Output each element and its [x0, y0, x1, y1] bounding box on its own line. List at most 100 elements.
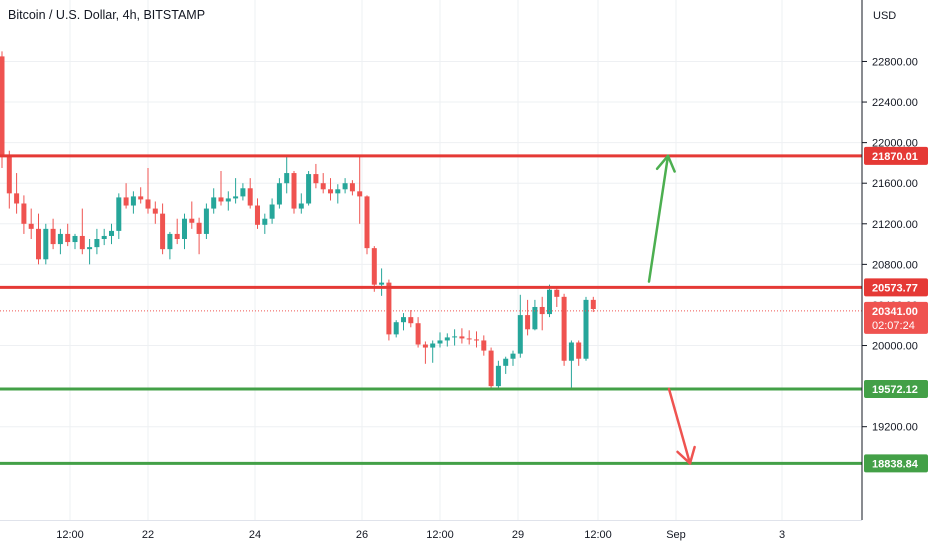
candle-body: [6, 154, 12, 194]
candle-body: [123, 197, 129, 206]
candle-body: [182, 218, 187, 240]
candlestick-series: [0, 51, 596, 389]
candle-body: [503, 358, 509, 366]
candle-body: [152, 208, 158, 214]
level-badge: [864, 379, 928, 398]
candle-body: [101, 235, 107, 240]
candle-body: [583, 299, 589, 359]
y-tick-label: 22000.00: [872, 138, 918, 150]
y-tick-label: 21600.00: [872, 178, 918, 190]
candle-body: [510, 353, 516, 359]
candle-body: [437, 340, 443, 344]
y-tick-label: 20800.00: [872, 259, 918, 271]
arrow-head: [676, 445, 696, 465]
x-tick-label: 12:00: [426, 529, 454, 541]
candle-body: [276, 183, 282, 205]
candle-body: [495, 365, 501, 387]
candle-body: [342, 183, 348, 190]
candle-body: [0, 56, 5, 155]
arrow-shaft: [647, 154, 670, 283]
candle-body: [203, 208, 209, 234]
candle-body: [57, 233, 63, 245]
candle-body: [328, 189, 333, 194]
x-tick-label: 12:00: [584, 529, 612, 541]
y-tick-label: 19200.00: [872, 422, 918, 434]
candle-body: [415, 323, 421, 345]
candle-body: [240, 188, 246, 197]
horizontal-levels[interactable]: [0, 154, 862, 465]
candle-body: [532, 306, 538, 330]
candle-body: [87, 247, 93, 250]
candle-body: [50, 228, 56, 245]
candle-body: [116, 197, 122, 231]
candle-body: [255, 205, 260, 225]
x-tick-label: 24: [249, 529, 261, 541]
candle-body: [174, 233, 180, 240]
candle-body: [539, 306, 545, 315]
candle-body: [379, 282, 385, 285]
last-price-badge: [864, 301, 928, 334]
y-tick-label: 22400.00: [872, 97, 918, 109]
y-tick-label: 21200.00: [872, 219, 918, 231]
candle-body: [481, 340, 487, 351]
x-tick-label: 3: [779, 529, 785, 541]
price-axis[interactable]: USD 22800.00 22400.00 22000.00 21600.00 21200…: [862, 10, 918, 434]
level-badge-label: 21870.01: [872, 151, 918, 163]
grid-lines: [0, 0, 862, 520]
candle-body: [233, 196, 239, 199]
price-badges: 21870.01 20573.77 19572.12 18838.84 20341.00…: [864, 146, 928, 473]
candle-body: [306, 174, 312, 204]
candle-body: [554, 289, 560, 297]
candle-body: [474, 339, 479, 341]
candle-body: [408, 317, 414, 324]
y-tick-label: 22800.00: [872, 56, 918, 68]
candle-body: [561, 296, 567, 361]
last-price-label: 20341.00: [872, 306, 918, 318]
candle-body: [430, 343, 436, 348]
candle-body: [568, 342, 574, 361]
candle-body: [79, 235, 85, 250]
candle-body: [393, 322, 399, 335]
candle-body: [269, 204, 275, 219]
candle-body: [576, 342, 582, 359]
candle-body: [72, 235, 78, 243]
candle-body: [130, 196, 136, 206]
level-badge: [864, 278, 928, 297]
candle-body: [94, 239, 100, 248]
candle-body: [590, 299, 596, 310]
x-tick-label: Sep: [666, 529, 686, 541]
candle-body: [225, 198, 231, 202]
candle-body: [422, 344, 428, 348]
level-badge: [864, 146, 928, 165]
candle-body: [466, 338, 472, 340]
time-axis[interactable]: 12:00 22 24 26 12:00 29 12:00 Sep 3: [56, 529, 785, 541]
candle-body: [14, 193, 20, 204]
candle-body: [284, 173, 290, 184]
level-badge-label: 18838.84: [872, 458, 919, 470]
candle-body: [138, 196, 144, 200]
candle-body: [459, 336, 465, 339]
arrow-shaft: [667, 387, 692, 465]
candle-body: [364, 196, 370, 249]
candle-body: [291, 173, 297, 209]
currency-label: USD: [873, 10, 896, 22]
candle-body: [65, 233, 71, 243]
candle-body: [298, 203, 304, 209]
candle-body: [145, 199, 151, 209]
x-tick-label: 12:00: [56, 529, 84, 541]
level-badge-label: 20573.77: [872, 282, 918, 294]
x-tick-label: 29: [512, 529, 524, 541]
candle-body: [21, 203, 27, 224]
candle-body: [43, 228, 49, 260]
candle-body: [28, 223, 34, 229]
level-badge: [864, 454, 928, 473]
candle-body: [247, 188, 253, 206]
candle-body: [211, 197, 217, 209]
candle-body: [109, 230, 114, 236]
candle-body: [401, 317, 406, 323]
candle-body: [517, 315, 523, 354]
candle-body: [189, 218, 195, 223]
candle-body: [525, 315, 531, 330]
candle-body: [36, 228, 41, 260]
